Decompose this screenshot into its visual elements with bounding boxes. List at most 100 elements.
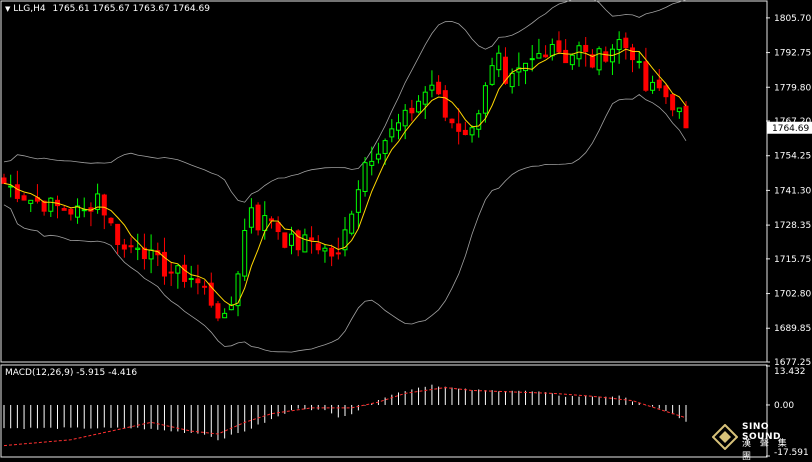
- candle-body: [135, 247, 141, 250]
- candle-body: [75, 205, 81, 218]
- candle-body: [195, 278, 201, 284]
- candle: [436, 75, 442, 96]
- candle-body: [21, 195, 27, 201]
- candle: [48, 197, 54, 217]
- candle-body: [529, 58, 535, 61]
- candle: [543, 45, 549, 58]
- candle-body: [375, 153, 381, 160]
- candle-body: [242, 230, 248, 277]
- candle-body: [175, 265, 181, 274]
- candle-body: [596, 48, 602, 71]
- candle: [135, 233, 141, 261]
- candle: [235, 270, 241, 317]
- macd-signal-line: [3, 387, 687, 447]
- candle: [616, 31, 622, 64]
- candle-body: [683, 105, 689, 129]
- macd-axis: 13.432 0.00 -17.591: [766, 365, 809, 458]
- candle-body: [469, 127, 475, 136]
- watermark-brand: SINO SOUND: [742, 422, 781, 442]
- candle-body: [202, 285, 208, 288]
- candle-body: [322, 247, 328, 252]
- candle-body: [630, 47, 636, 61]
- candle-body: [676, 107, 682, 113]
- candle-body: [482, 85, 488, 114]
- price-tick-label: 1792.75: [774, 49, 811, 59]
- candle: [128, 237, 134, 254]
- candle-body: [335, 252, 341, 255]
- candle-body: [502, 56, 508, 84]
- candle: [650, 75, 656, 94]
- candle: [636, 51, 642, 69]
- macd-tick-label: 0.00: [774, 401, 794, 411]
- candle-body: [302, 234, 308, 253]
- candle: [208, 272, 214, 308]
- candle: [41, 200, 47, 216]
- candle: [121, 238, 127, 258]
- price-tick-label: 1677.25: [774, 358, 811, 368]
- candle: [215, 301, 221, 322]
- candle-body: [650, 81, 656, 91]
- candle: [395, 113, 401, 140]
- candle-body: [275, 222, 281, 233]
- price-pane: 1805.701792.751779.801767.201754.251741.…: [0, 0, 812, 368]
- candle-body: [188, 277, 194, 280]
- candle: [456, 108, 462, 145]
- price-tick-label: 1728.35: [774, 221, 811, 231]
- candle: [375, 142, 381, 164]
- candle: [476, 109, 482, 138]
- candle-body: [456, 123, 462, 132]
- candle-body: [208, 282, 214, 306]
- candle-body: [282, 232, 288, 248]
- candle: [75, 198, 81, 224]
- candle: [489, 57, 495, 86]
- candle: [409, 99, 415, 122]
- candle-body: [315, 243, 321, 251]
- candle-body: [429, 84, 435, 91]
- chart-header: ▼ LLG,H4 1765.61 1765.67 1763.67 1764.69: [5, 4, 210, 14]
- candle: [449, 118, 455, 129]
- candle-body: [556, 40, 562, 53]
- candle-body: [182, 264, 188, 282]
- candle-body: [148, 249, 154, 260]
- candle-body: [549, 43, 555, 57]
- candle-body: [28, 199, 34, 204]
- candle-body: [342, 229, 348, 251]
- candle: [529, 45, 535, 72]
- candle-body: [295, 230, 301, 251]
- macd-label: MACD(12,26,9) -5.915 -4.416: [5, 368, 138, 378]
- candle: [275, 216, 281, 240]
- candle: [623, 32, 629, 60]
- candle-body: [248, 207, 254, 228]
- candle-body: [382, 140, 388, 154]
- candle: [141, 233, 147, 270]
- candle-body: [536, 53, 542, 59]
- candle-body: [235, 273, 241, 307]
- candle-body: [462, 129, 468, 136]
- candle: [596, 46, 602, 76]
- candle-body: [476, 113, 482, 130]
- candle: [556, 31, 562, 55]
- candle-body: [228, 304, 234, 311]
- candle: [161, 237, 167, 285]
- candle-body: [101, 194, 107, 216]
- candle: [168, 261, 174, 286]
- candle-body: [436, 81, 442, 95]
- candle: [255, 202, 261, 236]
- macd-pane: 13.432 0.00 -17.591: [0, 364, 809, 458]
- candle-body: [402, 109, 408, 127]
- candle: [429, 70, 435, 98]
- candle: [195, 264, 201, 295]
- candle-body: [369, 160, 375, 166]
- candle-body: [569, 54, 575, 66]
- current-price-tag: 1764.69: [767, 121, 812, 134]
- candle: [81, 197, 87, 218]
- candle: [248, 198, 254, 234]
- macd-histogram: [3, 384, 687, 441]
- candle: [222, 308, 228, 319]
- chart-menu-icon[interactable]: ▼: [5, 5, 11, 13]
- candle-body: [422, 91, 428, 105]
- candle-body: [523, 62, 529, 72]
- candle-body: [583, 44, 589, 52]
- candle: [369, 146, 375, 176]
- candle: [329, 244, 335, 267]
